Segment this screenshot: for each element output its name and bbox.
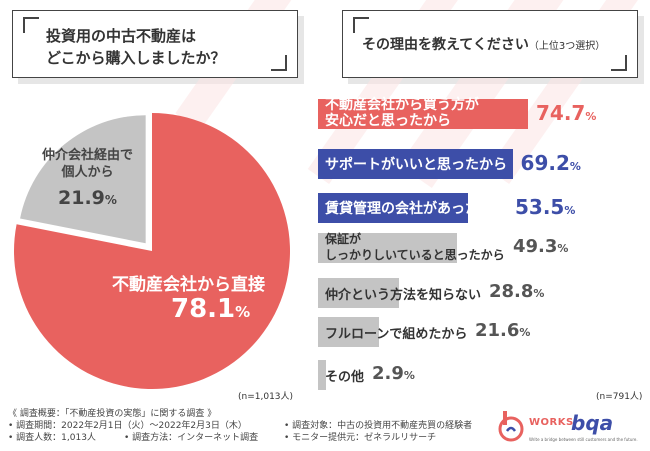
bar-value-unit: % bbox=[557, 242, 569, 255]
logo-brand-text: WORKS bbox=[529, 417, 574, 428]
right-question-sub: （上位3つ選択） bbox=[528, 41, 606, 52]
pie-minor-value-number: 21.9 bbox=[58, 187, 105, 209]
bar-value-unit: % bbox=[585, 110, 597, 123]
bar bbox=[318, 193, 469, 223]
bar-value-number: 74.7 bbox=[536, 101, 586, 125]
bar-label: 賃貸管理の会社があったから bbox=[325, 201, 507, 217]
bar-value-number: 49.3 bbox=[513, 236, 558, 257]
bar-value-number: 21.6 bbox=[475, 320, 520, 341]
pie-main-label: 不動産会社から直接 bbox=[112, 275, 265, 295]
right-question-box: その理由を教えてください（上位3つ選択） bbox=[342, 10, 644, 84]
logo-brand2-text: bqa bbox=[571, 411, 614, 435]
bar-label: 仲介という方法を知らない bbox=[325, 288, 482, 303]
bar-label: サポートがいいと思ったから bbox=[325, 157, 507, 173]
bar-label: 保証が しっかりしいていると思ったから bbox=[325, 231, 505, 263]
bar-label: フルローンで組めたから bbox=[325, 327, 468, 342]
survey-summary: 《 調査概要：「不動産投資の実態」に関する調査 》 • 調査期間：2022年2月… bbox=[8, 408, 258, 444]
pie-minor-value-unit: % bbox=[104, 193, 117, 207]
left-question-text: 投資用の中古不動産は どこから購入しましたか？ bbox=[46, 25, 226, 69]
right-question-main: その理由を教えてください bbox=[362, 37, 529, 53]
corner-mark bbox=[23, 17, 39, 33]
bar-value: 2.9% bbox=[372, 363, 415, 384]
bar-label-line1: 不動産会社から買う方が bbox=[325, 97, 479, 113]
pie-main-value: 78.1% bbox=[171, 294, 250, 324]
pie-slice bbox=[20, 115, 146, 244]
survey-target: • 調査対象：中古の投資用不動産売買の経験者 bbox=[284, 421, 473, 431]
bar-value-number: 28.8 bbox=[489, 281, 534, 302]
corner-mark bbox=[611, 55, 627, 71]
bar-sample-note: (n=791人) bbox=[596, 392, 643, 402]
bar-value: 28.8% bbox=[489, 281, 544, 302]
bar-value-unit: % bbox=[533, 287, 545, 300]
survey-summary-right: • 調査対象：中古の投資用不動産売買の経験者 • モニター提供元：ゼネラルリサー… bbox=[284, 420, 472, 444]
corner-mark bbox=[353, 17, 369, 33]
bar-value-number: 53.5 bbox=[515, 195, 565, 219]
left-question-line2: どこから購入しましたか？ bbox=[46, 49, 226, 67]
bar bbox=[318, 149, 513, 179]
right-question-text: その理由を教えてください（上位3つ選択） bbox=[362, 34, 605, 58]
bar-label-line1: 保証が bbox=[325, 232, 362, 246]
bar bbox=[318, 278, 399, 308]
bar-label: その他 bbox=[325, 370, 365, 385]
survey-period: • 調査期間：2022年2月1日（火）〜2022年2月3日（木） bbox=[8, 421, 247, 431]
bar-value-unit: % bbox=[403, 369, 415, 382]
survey-title: 《 調査概要：「不動産投資の実態」に関する調査 》 bbox=[8, 409, 217, 419]
pie-main-value-number: 78.1 bbox=[171, 294, 236, 324]
pie-minor-value: 21.9% bbox=[58, 187, 117, 209]
bar-label-line2: しっかりしいていると思ったから bbox=[325, 248, 505, 262]
brand-logo: WORKS bqa Write a bridge between still c… bbox=[493, 407, 643, 447]
pie-minor-label: 仲介会社経由で 個人から bbox=[42, 147, 133, 181]
bar-value-number: 69.2 bbox=[520, 151, 570, 175]
bar bbox=[318, 233, 457, 263]
bar-label: 不動産会社から買う方が 安心だと思ったから bbox=[325, 97, 479, 129]
left-question-box: 投資用の中古不動産は どこから購入しましたか？ bbox=[12, 10, 304, 84]
bar bbox=[318, 360, 327, 390]
survey-provider: • モニター提供元：ゼネラルリサーチ bbox=[284, 433, 437, 443]
survey-count-row: • 調査人数：1,013人 • 調査方法：インターネット調査 bbox=[8, 432, 258, 444]
bar-value: 69.2% bbox=[521, 151, 581, 175]
pie-slice bbox=[14, 113, 291, 390]
pie-minor-label-line2: 個人から bbox=[61, 165, 114, 180]
left-question-line1: 投資用の中古不動産は bbox=[46, 27, 197, 45]
bar-value: 74.7% bbox=[536, 101, 596, 125]
survey-count: • 調査人数：1,013人 bbox=[8, 433, 96, 443]
logo-mark-icon bbox=[498, 411, 524, 442]
bar-label-line2: 安心だと思ったから bbox=[325, 113, 451, 129]
bar-value-number: 2.9 bbox=[372, 363, 404, 384]
corner-mark bbox=[271, 55, 287, 71]
bar-value: 21.6% bbox=[475, 320, 530, 341]
bar-value: 49.3% bbox=[513, 236, 568, 257]
pie-minor-label-line1: 仲介会社経由で bbox=[42, 148, 134, 163]
pie-sample-note: (n=1,013人) bbox=[238, 392, 294, 402]
bar bbox=[318, 317, 379, 347]
bar bbox=[318, 99, 528, 129]
survey-method: • 調査方法：インターネット調査 bbox=[123, 433, 259, 443]
logo-tagline: Write a bridge between still customers a… bbox=[529, 437, 638, 442]
bar-value: 53.5% bbox=[515, 195, 575, 219]
bar-value-unit: % bbox=[519, 326, 531, 339]
pie-main-value-unit: % bbox=[235, 303, 251, 321]
bar-value-unit: % bbox=[569, 160, 581, 173]
bar-value-unit: % bbox=[564, 204, 576, 217]
